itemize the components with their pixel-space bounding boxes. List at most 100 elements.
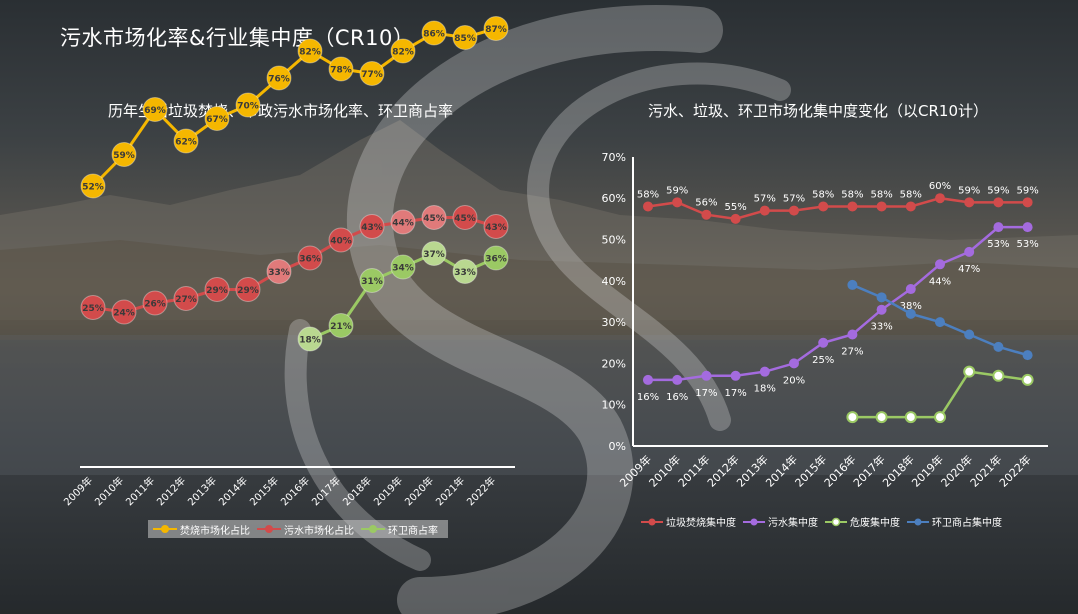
data-label: 27% — [841, 346, 863, 357]
data-label: 44% — [929, 276, 951, 287]
data-point — [390, 38, 416, 64]
y-tick-label: 0% — [609, 440, 626, 453]
data-label: 78% — [330, 66, 352, 76]
data-point — [359, 268, 385, 293]
slide-title: 污水市场化率&行业集中度（CR10） — [60, 26, 415, 50]
data-label: 60% — [929, 181, 951, 192]
data-point — [935, 259, 945, 270]
data-label: 59% — [958, 185, 980, 196]
legend-item: 污水市场化占比 — [256, 522, 354, 537]
data-label: 53% — [1016, 239, 1038, 250]
data-label: 58% — [870, 189, 892, 200]
data-point — [483, 245, 509, 271]
data-point — [847, 329, 858, 340]
data-point — [297, 326, 323, 352]
data-label: 25% — [82, 304, 104, 314]
data-point — [875, 411, 888, 424]
data-label: 21% — [330, 322, 352, 332]
data-label: 69% — [144, 106, 166, 116]
data-label: 43% — [485, 223, 507, 233]
legend-item: 危废集中度 — [824, 514, 900, 529]
data-label: 16% — [637, 392, 659, 403]
data-point — [328, 227, 354, 253]
data-label: 26% — [144, 300, 166, 310]
data-label: 33% — [268, 268, 290, 278]
x-tick-label: 2014年 — [763, 452, 800, 489]
data-label: 43% — [361, 223, 383, 233]
data-point — [701, 209, 712, 220]
data-point — [672, 374, 683, 385]
data-point — [483, 214, 509, 239]
x-tick-label: 2021年 — [967, 452, 1004, 489]
legend-label: 污水集中度 — [768, 518, 818, 529]
data-point — [328, 313, 354, 338]
x-tick-label: 2016年 — [821, 452, 858, 489]
right-chart-title: 污水、垃圾、环卫市场化集中度变化（以CR10计） — [648, 102, 988, 120]
data-point — [452, 205, 478, 230]
data-label: 58% — [812, 189, 834, 200]
legend-item: 环卫商占集中度 — [906, 514, 1002, 529]
data-point — [818, 201, 829, 212]
data-label: 36% — [299, 255, 321, 265]
data-label: 82% — [392, 48, 414, 58]
data-label: 16% — [666, 392, 688, 403]
x-tick-label: 2018年 — [879, 452, 916, 489]
data-point — [730, 213, 741, 224]
data-point — [964, 197, 975, 208]
data-point — [297, 245, 323, 271]
data-label: 56% — [695, 198, 717, 209]
x-tick-label: 2011年 — [675, 452, 712, 489]
data-label: 31% — [361, 277, 383, 287]
data-point — [643, 374, 653, 385]
y-tick-label: 10% — [602, 399, 626, 412]
data-label: 24% — [113, 309, 135, 319]
data-label: 57% — [783, 194, 805, 205]
legend-label: 垃圾焚烧集中度 — [666, 518, 736, 529]
data-label: 67% — [206, 115, 228, 125]
data-label: 82% — [299, 48, 321, 58]
x-tick-label: 2022年 — [996, 452, 1033, 489]
data-point — [80, 295, 106, 320]
left-series-2: 18% 21% 31% 34% 37% 33% 36% — [297, 241, 509, 352]
legend-swatch — [825, 517, 847, 526]
data-point — [266, 65, 292, 91]
data-point — [80, 173, 106, 199]
data-point — [421, 205, 447, 230]
data-label: 18% — [299, 336, 321, 346]
data-point — [934, 411, 946, 424]
data-label: 59% — [987, 185, 1009, 196]
legend-item: 垃圾焚烧集中度 — [640, 514, 736, 529]
legend-swatch — [257, 525, 281, 533]
data-label: 40% — [330, 237, 352, 247]
left-chart-title: 历年生活垃圾焚烧、市政污水市场化率、环卫商占率 — [108, 102, 454, 120]
data-label: 18% — [754, 384, 776, 395]
data-point — [846, 411, 859, 424]
left-series-0: 52% 59% 69% 62% 67% 70% 76% 82% 78% 77% 82% 86% 85% 8… — [80, 16, 509, 199]
data-point — [452, 259, 478, 284]
data-point — [876, 304, 887, 315]
data-point — [483, 16, 509, 41]
data-label: 86% — [423, 30, 445, 40]
legend-label: 环卫商占率 — [388, 525, 438, 537]
data-label: 44% — [392, 219, 414, 229]
data-point — [204, 106, 230, 131]
data-point — [421, 241, 447, 266]
legend-swatch — [641, 518, 663, 525]
data-point — [993, 197, 1004, 208]
data-label: 20% — [783, 375, 805, 386]
data-label: 47% — [958, 264, 980, 275]
data-point — [1022, 222, 1033, 233]
legend-swatch — [153, 525, 177, 533]
right-chart-legend: 垃圾焚烧集中度 污水集中度 危废集中度 环卫商占集中度 — [640, 514, 1008, 529]
x-tick-label: 2017年 — [850, 452, 887, 489]
data-label: 38% — [900, 301, 922, 312]
data-label: 55% — [724, 202, 746, 213]
data-point — [992, 369, 1005, 382]
data-point — [993, 222, 1004, 233]
legend-item: 焚烧市场化占比 — [152, 522, 250, 537]
data-point — [876, 201, 887, 212]
data-point — [789, 358, 799, 369]
data-point — [266, 259, 292, 284]
